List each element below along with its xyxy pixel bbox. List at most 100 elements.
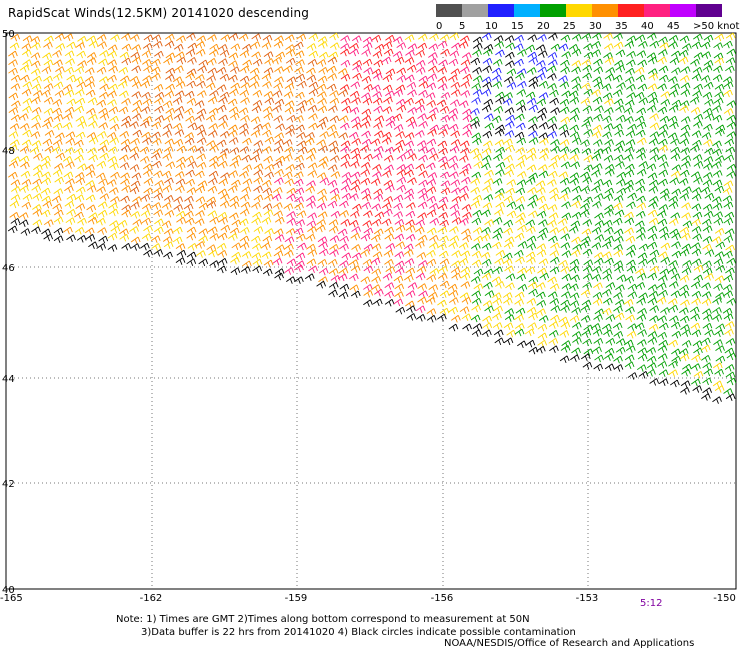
wind-barb — [722, 187, 733, 195]
wind-barb — [208, 107, 219, 116]
wind-barb — [482, 130, 493, 139]
wind-barb — [207, 226, 218, 234]
wind-barb — [484, 169, 494, 178]
wind-barb — [405, 225, 416, 233]
wind-barb — [514, 58, 524, 67]
wind-barb — [451, 217, 462, 225]
wind-barb — [217, 232, 228, 241]
wind-barb — [229, 112, 240, 121]
wind-barb — [229, 88, 239, 97]
wind-barb — [691, 290, 702, 299]
wind-barb — [439, 219, 449, 228]
wind-barb — [264, 58, 274, 66]
wind-barb — [118, 106, 129, 115]
wind-barb — [571, 236, 581, 245]
wind-barb — [492, 217, 503, 225]
wind-barb — [494, 208, 504, 217]
wind-barb — [296, 233, 306, 242]
wind-barb — [31, 83, 42, 92]
wind-barb — [285, 49, 296, 57]
wind-barb — [318, 267, 329, 276]
wind-barb — [407, 177, 417, 185]
wind-barb — [18, 212, 29, 220]
wind-barb — [106, 179, 117, 187]
wind-barb — [504, 236, 515, 245]
pass-time-label: 5:12 — [640, 598, 663, 609]
legend-swatch-5 — [566, 4, 592, 17]
wind-barb — [429, 235, 439, 243]
wind-barb — [702, 243, 712, 252]
wind-barb — [162, 123, 173, 131]
wind-barb — [649, 249, 660, 258]
wind-barb — [437, 76, 448, 84]
wind-barb — [580, 315, 591, 323]
wind-barb — [286, 218, 297, 226]
wind-barb — [42, 121, 52, 130]
wind-barb — [679, 290, 690, 299]
wind-barb — [635, 129, 646, 138]
wind-barb — [593, 58, 603, 67]
wind-barb — [547, 291, 558, 299]
wind-barb — [239, 227, 250, 235]
wind-barb — [109, 187, 119, 195]
wind-barb — [460, 80, 471, 89]
wind-barb — [361, 108, 372, 117]
wind-barb — [491, 276, 502, 284]
wind-barb — [360, 145, 370, 153]
wind-barb — [141, 217, 152, 226]
wind-barb — [142, 59, 152, 67]
wind-barb — [538, 92, 549, 100]
wind-barb — [261, 242, 271, 251]
wind-barb — [240, 115, 250, 123]
wind-barb — [462, 129, 472, 138]
wind-barb — [228, 33, 239, 41]
wind-barb — [602, 92, 613, 101]
wind-barb — [129, 146, 140, 154]
wind-barb — [108, 83, 118, 92]
wind-barb — [558, 316, 569, 325]
wind-barb — [196, 137, 207, 145]
wind-barb — [165, 67, 176, 76]
wind-barb — [605, 314, 616, 322]
wind-barb — [668, 201, 679, 209]
wind-barb — [284, 34, 295, 42]
wind-barb — [569, 300, 580, 308]
wind-barb — [216, 265, 227, 274]
wind-barb — [371, 218, 382, 227]
wind-barb — [286, 193, 296, 202]
wind-barb — [569, 96, 580, 105]
wind-barb — [251, 217, 261, 226]
wind-barb — [165, 107, 176, 116]
wind-barb — [371, 34, 382, 43]
wind-barb — [131, 44, 142, 52]
wind-barb — [285, 57, 296, 66]
wind-barb — [86, 35, 97, 44]
wind-barb — [679, 193, 690, 201]
wind-barb — [714, 83, 725, 92]
wind-barb — [448, 289, 459, 298]
wind-barb — [110, 225, 121, 234]
wind-barb — [241, 186, 252, 194]
wind-barb — [172, 226, 183, 235]
wind-barb — [340, 59, 351, 68]
wind-barb — [426, 258, 437, 267]
wind-barb — [338, 89, 349, 97]
wind-barb — [405, 267, 416, 276]
wind-barb — [627, 291, 638, 299]
wind-barb — [558, 43, 569, 52]
wind-barb — [449, 32, 460, 41]
wind-barb — [88, 212, 99, 220]
wind-barb — [660, 242, 671, 251]
wind-barb — [96, 186, 106, 194]
wind-barb — [547, 116, 557, 124]
wind-barb — [616, 114, 626, 123]
wind-barb — [547, 219, 557, 228]
wind-barb — [284, 178, 295, 186]
wind-barb — [693, 161, 704, 169]
wind-barb — [625, 250, 636, 258]
wind-barb — [658, 369, 669, 377]
wind-barb — [593, 178, 604, 187]
wind-barb — [154, 105, 164, 114]
wind-barb — [648, 179, 659, 188]
wind-barb — [66, 208, 76, 217]
